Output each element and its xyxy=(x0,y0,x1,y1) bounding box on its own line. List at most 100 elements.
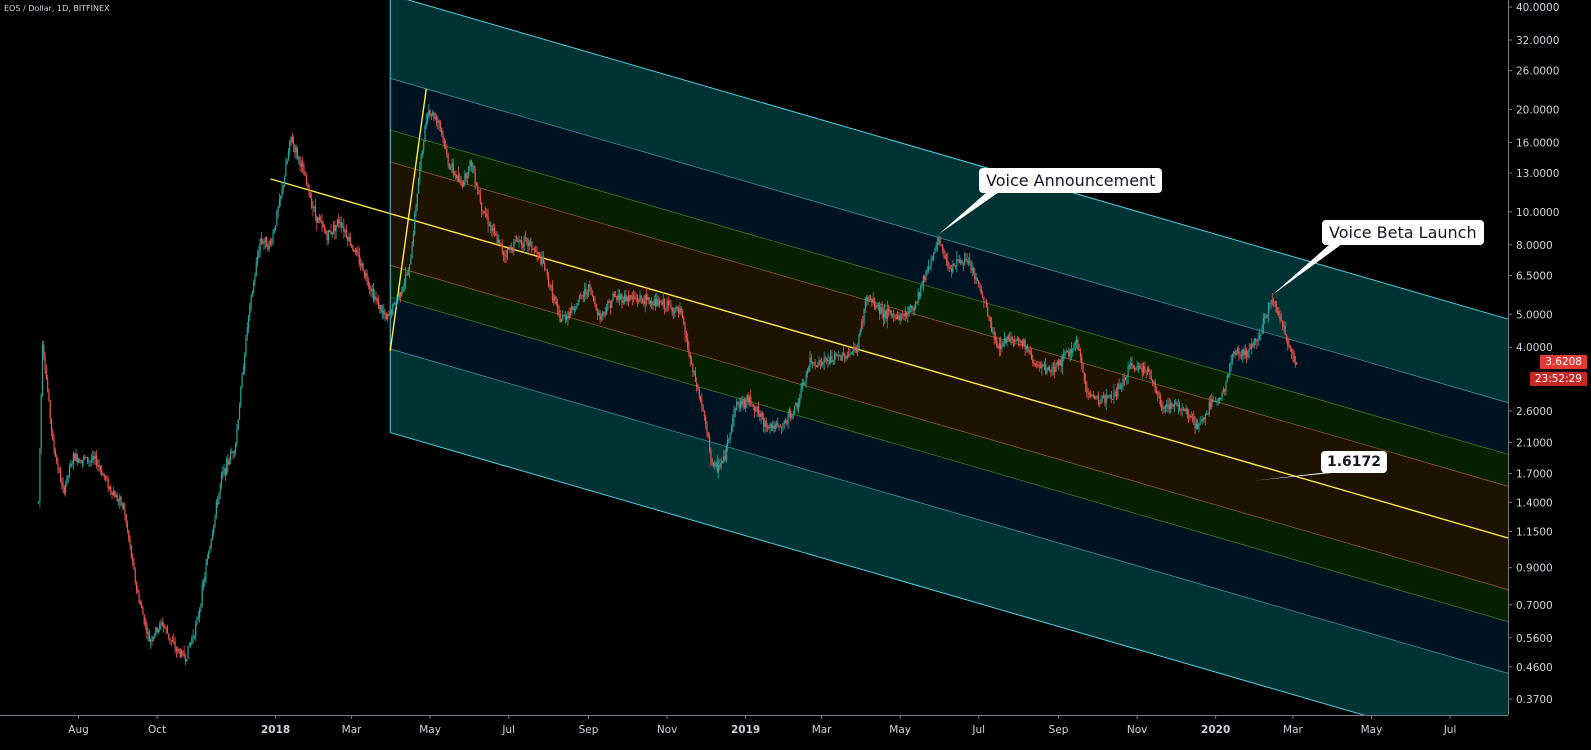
candle-body xyxy=(809,357,811,368)
fibonacci-channel[interactable] xyxy=(270,0,1509,750)
candle-body xyxy=(484,213,487,215)
candle-body xyxy=(134,569,136,583)
x-tick-label: May xyxy=(1361,724,1383,736)
time-scale-panel[interactable] xyxy=(0,715,1591,750)
candle-body xyxy=(1115,392,1118,397)
candle-body xyxy=(589,284,591,288)
candle-body xyxy=(211,533,214,540)
candle-body xyxy=(1078,349,1080,351)
candle-body xyxy=(1208,402,1210,415)
candle-body xyxy=(778,425,780,427)
candle-body xyxy=(95,456,98,466)
candle-body xyxy=(742,399,744,405)
candle-body xyxy=(670,304,672,308)
candle-body xyxy=(242,370,244,375)
candle-body xyxy=(1012,339,1015,341)
candle-body xyxy=(956,259,958,267)
candle-body xyxy=(867,297,869,300)
candle-body xyxy=(296,147,299,158)
candle-body xyxy=(1001,345,1003,349)
channel-band xyxy=(390,213,1508,590)
candle-body xyxy=(347,237,349,242)
candle-body xyxy=(947,260,949,266)
candle-body xyxy=(1276,311,1279,313)
candle-body xyxy=(52,430,54,440)
candle-body xyxy=(305,175,308,184)
candle-body xyxy=(1121,385,1123,388)
candle-body xyxy=(784,420,787,423)
candle-body xyxy=(76,454,78,463)
candle-body xyxy=(1039,365,1042,369)
candle-body xyxy=(774,424,776,430)
y-tick-label: 26.0000 xyxy=(1516,66,1559,78)
voice-beta-launch-callout[interactable]: Voice Beta Launch xyxy=(1322,220,1484,245)
candle-body xyxy=(621,294,623,303)
candle-body xyxy=(173,641,175,643)
candle-body xyxy=(661,302,663,305)
candle-body xyxy=(1131,362,1133,366)
candle-body xyxy=(1247,351,1249,358)
candle-body xyxy=(255,262,257,276)
candle-body xyxy=(180,651,183,657)
candle-body xyxy=(685,335,687,339)
candle-body xyxy=(569,311,572,313)
candle-body xyxy=(371,289,373,292)
candle-body xyxy=(455,173,457,179)
candle-body xyxy=(40,395,42,449)
candle-body xyxy=(680,308,682,313)
candle-body xyxy=(402,286,404,293)
candle-body xyxy=(550,285,552,288)
candle-body xyxy=(405,275,407,284)
candle-body xyxy=(236,429,238,444)
candle-body xyxy=(533,249,536,251)
candle-body xyxy=(208,552,210,559)
y-tick-label: 40.0000 xyxy=(1516,2,1559,14)
candle-body xyxy=(649,301,651,304)
candle-body xyxy=(128,530,130,540)
candle-body xyxy=(1163,406,1165,410)
median-value-callout[interactable]: 1.6172 xyxy=(1321,451,1388,473)
candle-body xyxy=(280,195,282,200)
candle-body xyxy=(287,151,290,160)
candle-body xyxy=(1227,374,1230,376)
candle-body xyxy=(164,626,166,628)
candle-body xyxy=(527,238,529,247)
candle-body xyxy=(238,405,241,420)
candle-body xyxy=(1079,350,1082,358)
candle-body xyxy=(894,314,896,318)
candle-body xyxy=(622,301,624,303)
candle-body xyxy=(117,500,120,502)
candle-body xyxy=(1110,394,1112,400)
candle-body xyxy=(707,432,709,437)
candle-body xyxy=(1027,346,1029,350)
median-line[interactable] xyxy=(270,178,1509,539)
candle-body xyxy=(459,179,461,182)
candle-body xyxy=(98,464,100,467)
candle-body xyxy=(669,304,671,306)
candle-body xyxy=(1009,339,1011,341)
candle-body xyxy=(1000,344,1002,349)
candle-body xyxy=(1005,338,1007,343)
candle-body xyxy=(1160,404,1163,409)
candle-body xyxy=(647,297,649,300)
voice-announcement-callout[interactable]: Voice Announcement xyxy=(979,168,1163,193)
candle-body xyxy=(782,423,784,428)
candle-body xyxy=(876,305,878,307)
candle-body xyxy=(1028,349,1030,352)
candle-body xyxy=(1051,366,1053,372)
candle-body xyxy=(823,357,825,363)
candle-body xyxy=(842,353,845,356)
candle-body xyxy=(728,439,730,441)
candle-body xyxy=(447,154,449,166)
candle-body xyxy=(1132,365,1134,369)
candle-body xyxy=(58,469,60,471)
candle-body xyxy=(1242,349,1244,356)
candle-body xyxy=(39,448,41,502)
candle-body xyxy=(952,264,954,272)
candle-body xyxy=(1216,401,1218,403)
candle-body xyxy=(274,225,277,230)
candle-body xyxy=(262,241,264,244)
candle-body xyxy=(989,317,991,322)
x-tick-label: Nov xyxy=(1127,724,1148,736)
